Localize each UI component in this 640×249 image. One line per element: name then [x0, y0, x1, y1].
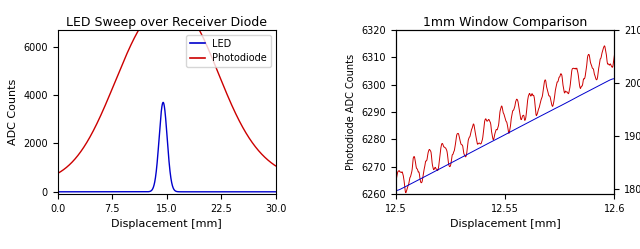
X-axis label: Displacement [mm]: Displacement [mm] [450, 220, 561, 230]
Y-axis label: Photodiode ADC Counts: Photodiode ADC Counts [346, 54, 356, 170]
X-axis label: Displacement [mm]: Displacement [mm] [111, 220, 222, 230]
Title: LED Sweep over Receiver Diode: LED Sweep over Receiver Diode [67, 16, 268, 29]
Title: 1mm Window Comparison: 1mm Window Comparison [423, 16, 588, 29]
Legend: LED, Photodiode: LED, Photodiode [186, 35, 271, 67]
Y-axis label: ADC Counts: ADC Counts [8, 79, 18, 145]
